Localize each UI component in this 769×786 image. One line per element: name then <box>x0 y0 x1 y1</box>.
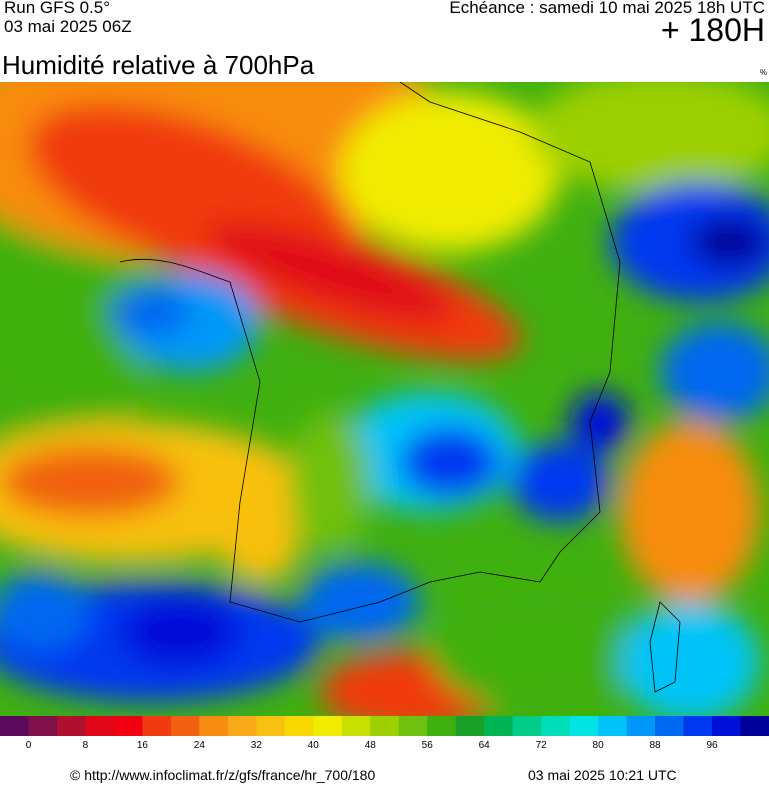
corsica <box>649 601 681 693</box>
legend-swatch <box>284 716 314 736</box>
legend-swatch <box>740 716 769 736</box>
legend-label: 48 <box>365 740 377 751</box>
source: © http://www.infoclimat.fr/z/gfs/france/… <box>70 767 376 783</box>
legend-swatch <box>398 716 428 736</box>
legend-label: 40 <box>308 740 320 751</box>
horizon: + 180H <box>660 12 765 48</box>
legend-swatch <box>113 716 143 736</box>
legend-swatch <box>313 716 343 736</box>
map <box>0 82 769 716</box>
legend-swatch <box>541 716 571 736</box>
coastline <box>119 82 621 623</box>
legend-label: 88 <box>650 740 662 751</box>
legend-swatch <box>569 716 599 736</box>
legend-swatch <box>655 716 685 736</box>
title: Humidité relative à 700hPa <box>2 50 315 80</box>
legend-label: 96 <box>706 740 718 751</box>
run-date: 03 mai 2025 06Z <box>4 17 132 36</box>
legend-swatch <box>341 716 371 736</box>
legend-swatch <box>142 716 172 736</box>
echeance: Echéance : samedi 10 mai 2025 18h UTC <box>449 0 765 17</box>
legend-label: 80 <box>593 740 605 751</box>
run-label: Run GFS 0.5° <box>4 0 111 17</box>
legend-swatch <box>28 716 58 736</box>
legend-swatch <box>455 716 485 736</box>
legend-swatch <box>427 716 457 736</box>
legend-label: 56 <box>422 740 434 751</box>
legend-swatch <box>85 716 115 736</box>
legend-swatch <box>199 716 229 736</box>
legend-swatch <box>0 716 29 736</box>
legend-swatch <box>484 716 514 736</box>
legend-label: 32 <box>251 740 263 751</box>
legend-swatch <box>712 716 742 736</box>
legend-label: 24 <box>194 740 206 751</box>
unit: % <box>759 68 767 77</box>
legend-swatch <box>170 716 200 736</box>
legend-label: 8 <box>83 740 89 751</box>
legend-swatch <box>227 716 257 736</box>
legend: 0 8 16 24 32 40 48 56 64 72 80 88 96 <box>0 716 769 751</box>
legend-swatch <box>683 716 713 736</box>
legend-swatch <box>598 716 628 736</box>
legend-swatch <box>370 716 400 736</box>
legend-swatch <box>626 716 656 736</box>
legend-label: 0 <box>26 740 32 751</box>
legend-label: 72 <box>536 740 548 751</box>
legend-swatch <box>56 716 86 736</box>
legend-label: 16 <box>137 740 149 751</box>
legend-swatch <box>512 716 542 736</box>
generated: 03 mai 2025 10:21 UTC <box>528 767 677 783</box>
legend-swatch <box>256 716 286 736</box>
legend-label: 64 <box>479 740 491 751</box>
